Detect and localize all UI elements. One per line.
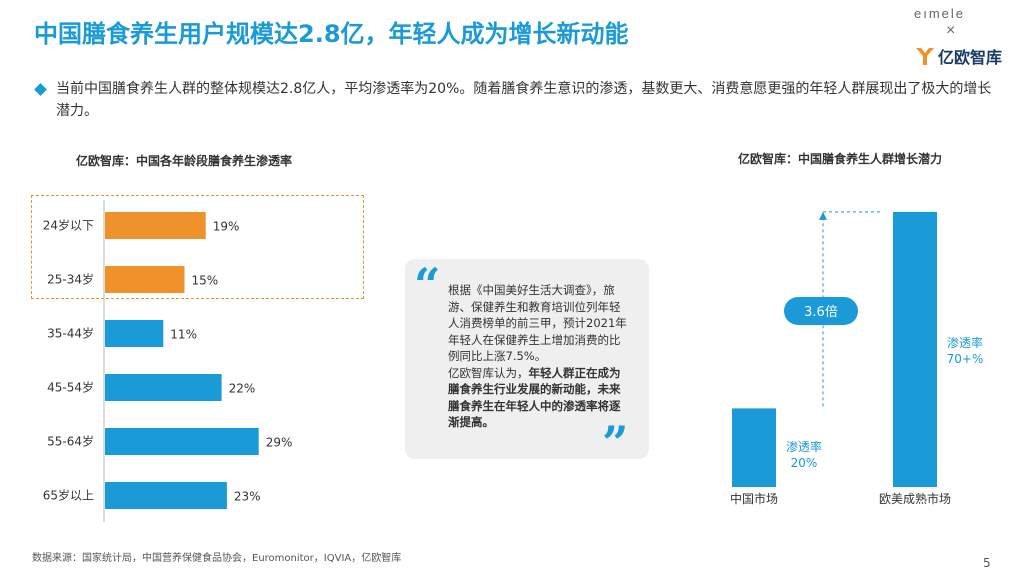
value-label: 20% xyxy=(791,456,818,470)
category-label: 65岁以上 xyxy=(43,488,94,503)
category-label: 45-54岁 xyxy=(47,380,94,395)
category-label: 24岁以下 xyxy=(43,218,94,233)
category-label: 35-44岁 xyxy=(47,326,94,341)
close-quote-icon: ” xyxy=(602,416,629,470)
value-label: 19% xyxy=(213,220,240,234)
category-label: 25-34岁 xyxy=(47,272,94,287)
multiplier-badge xyxy=(784,297,858,325)
bar-欧美成熟市场 xyxy=(893,211,937,487)
bar-45-54岁 xyxy=(105,374,222,401)
bar-55-64岁 xyxy=(105,428,259,455)
yiou-logo: 亿欧智库 xyxy=(914,44,1002,68)
value-label: 23% xyxy=(234,490,261,504)
value-label: 29% xyxy=(266,436,293,450)
summary-text: 当前中国膳食养生人群的整体规模达2.8亿人，平均渗透率为20%。随着膳食养生意识… xyxy=(56,81,992,119)
value-label: 15% xyxy=(192,274,219,288)
quote-paragraph-1: 根据《中国美好生活大调查》，旅游、保健养生和教育培训位列年轻人消费榜单的前三甲，… xyxy=(448,283,627,363)
yiou-logo-icon xyxy=(916,48,934,65)
quote-bold-conclusion: 年轻人群正在成为膳食养生行业发展的新动能，未来膳食养生在年轻人中的渗透率将逐渐提… xyxy=(448,365,621,430)
value-label: 22% xyxy=(229,382,256,396)
category-label: 55-64岁 xyxy=(47,434,94,449)
quote-paragraph-2: 亿欧智库认为， xyxy=(448,365,529,380)
page-number: 5 xyxy=(983,556,991,570)
value-label: 11% xyxy=(170,328,197,342)
logo-separator: × xyxy=(946,22,956,39)
bar-25-34岁 xyxy=(105,266,185,293)
bar-24岁以下 xyxy=(105,212,206,239)
right-chart-title: 亿欧智库：中国膳食养生人群增长潜力 xyxy=(738,152,943,166)
quote-text: 根据《中国美好生活大调查》，旅游、保健养生和教育培训位列年轻人消费榜单的前三甲，… xyxy=(448,282,630,431)
age-penetration-chart: 24岁以下 19% 25-34岁 15% 35-44岁 11% 45-54岁 22% 55-64… xyxy=(43,200,293,522)
summary-bullet: 当前中国膳食养生人群的整体规模达2.8亿人，平均渗透率为20%。随着膳食养生意识… xyxy=(34,78,1001,122)
eimele-logo-text: eımele xyxy=(914,6,966,21)
bar-35-44岁 xyxy=(105,320,164,347)
bar-中国市场 xyxy=(732,408,776,487)
multiplier-label: 3.6倍 xyxy=(804,305,838,320)
category-label: 欧美成熟市场 xyxy=(879,491,951,506)
open-quote-icon: “ xyxy=(414,258,441,312)
young-group-highlight-box xyxy=(31,195,364,299)
brand-logo: eımele × 亿欧智库 xyxy=(900,6,1010,68)
value-label: 渗透率 xyxy=(786,439,822,454)
left-chart-title: 亿欧智库：中国各年龄段膳食养生渗透率 xyxy=(76,154,293,168)
yiou-logo-text: 亿欧智库 xyxy=(938,48,1003,67)
data-source: 数据来源：国家统计局，中国营养保健食品协会，Euromonitor，IQVIA，… xyxy=(32,553,402,564)
value-label: 70+% xyxy=(947,352,984,366)
page-title: 中国膳食养生用户规模达2.8亿，年轻人成为增长新动能 xyxy=(34,20,629,48)
bar-65岁以上 xyxy=(105,482,227,509)
growth-potential-chart: 中国市场 渗透率 20% 欧美成熟市场 渗透率 70+% 3.6倍 xyxy=(730,211,984,506)
quote-panel xyxy=(405,259,649,459)
category-label: 中国市场 xyxy=(730,491,778,506)
value-label: 渗透率 xyxy=(947,335,983,350)
